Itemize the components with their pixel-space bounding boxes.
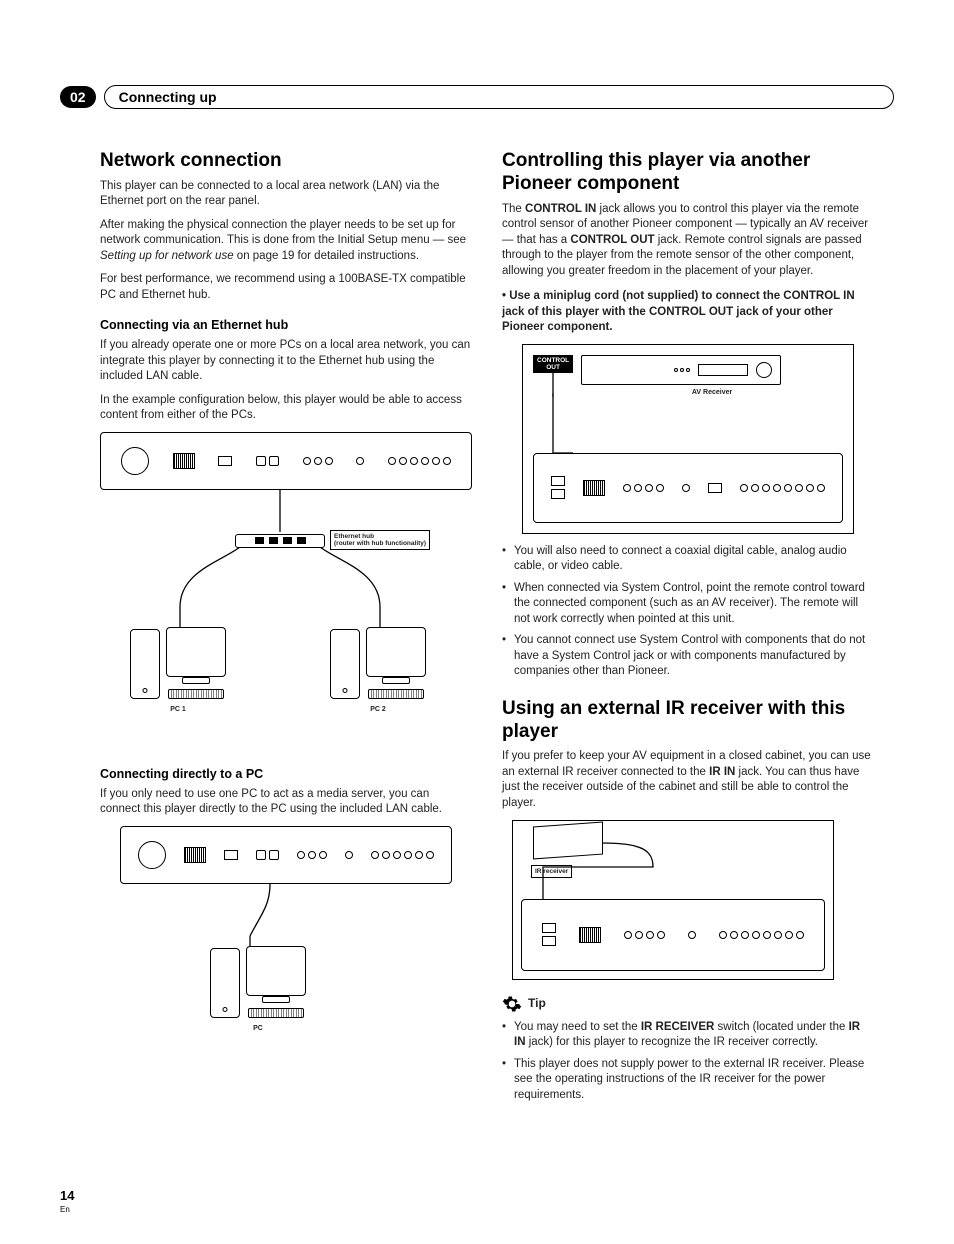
list-item: You may need to set the IR RECEIVER swit… [502, 1020, 874, 1051]
list-item: This player does not supply power to the… [502, 1057, 874, 1104]
para: In the example configuration below, this… [100, 393, 472, 424]
list-item: When connected via System Control, point… [502, 581, 874, 628]
text: You may need to set the [514, 1021, 641, 1033]
text: The [502, 203, 525, 215]
text: jack) for this player to recognize the I… [526, 1036, 819, 1048]
para: This player can be connected to a local … [100, 179, 472, 210]
para: If you only need to use one PC to act as… [100, 787, 472, 818]
control-out-label: CONTROL OUT [533, 355, 573, 373]
tip-header: Tip [502, 994, 874, 1014]
pc2-label: PC 2 [370, 705, 386, 714]
bullet-list-control: You will also need to connect a coaxial … [502, 544, 874, 680]
text-bold: CONTROL IN [525, 203, 596, 215]
para: After making the physical connection the… [100, 218, 472, 265]
instruction-bold: • Use a miniplug cord (not supplied) to … [502, 289, 874, 336]
text-italic: Setting up for network use [100, 250, 234, 262]
chapter-header: 02 Connecting up [60, 85, 894, 109]
subheading-ethernet-hub: Connecting via an Ethernet hub [100, 317, 472, 334]
para: If you already operate one or more PCs o… [100, 338, 472, 385]
tip-label: Tip [528, 995, 546, 1011]
list-item: You will also need to connect a coaxial … [502, 544, 874, 575]
diagram-ethernet-hub: Ethernet hub (router with hub functional… [100, 432, 472, 752]
hub-label-line2: (router with hub functionality) [334, 540, 426, 547]
diagram-control-out: CONTROL OUT AV Receiver [522, 344, 854, 534]
page-lang: En [60, 1205, 74, 1214]
diagram-direct-pc: PC [100, 826, 472, 1056]
page-number: 14 En [60, 1187, 74, 1214]
left-column: Network connection This player can be co… [100, 150, 472, 1204]
hub-label-line1: Ethernet hub [334, 533, 426, 540]
text-bold: IR IN [709, 766, 735, 778]
pc1-label: PC 1 [170, 705, 186, 714]
pc-label: PC [253, 1024, 263, 1033]
gear-icon [502, 994, 522, 1014]
text: After making the physical connection the… [100, 219, 466, 247]
heading-control-via-component: Controlling this player via another Pion… [502, 150, 874, 196]
diagram-ir-receiver: IR receiver [512, 820, 834, 980]
bullet-list-tip: You may need to set the IR RECEIVER swit… [502, 1020, 874, 1104]
text-bold: IR RECEIVER [641, 1021, 715, 1033]
para: The CONTROL IN jack allows you to contro… [502, 202, 874, 280]
list-item: You cannot connect use System Control wi… [502, 633, 874, 680]
text: on page 19 for detailed instructions. [234, 250, 419, 262]
text-bold: CONTROL OUT [570, 234, 654, 246]
para: If you prefer to keep your AV equipment … [502, 749, 874, 811]
heading-network-connection: Network connection [100, 150, 472, 173]
right-column: Controlling this player via another Pion… [502, 150, 874, 1204]
subheading-direct-pc: Connecting directly to a PC [100, 766, 472, 783]
chapter-title: Connecting up [119, 89, 217, 105]
chapter-title-box: Connecting up [104, 85, 894, 109]
heading-external-ir: Using an external IR receiver with this … [502, 698, 874, 744]
para: For best performance, we recommend using… [100, 272, 472, 303]
page-number-value: 14 [60, 1188, 74, 1203]
text: switch (located under the [714, 1021, 848, 1033]
chapter-number-badge: 02 [60, 86, 96, 108]
